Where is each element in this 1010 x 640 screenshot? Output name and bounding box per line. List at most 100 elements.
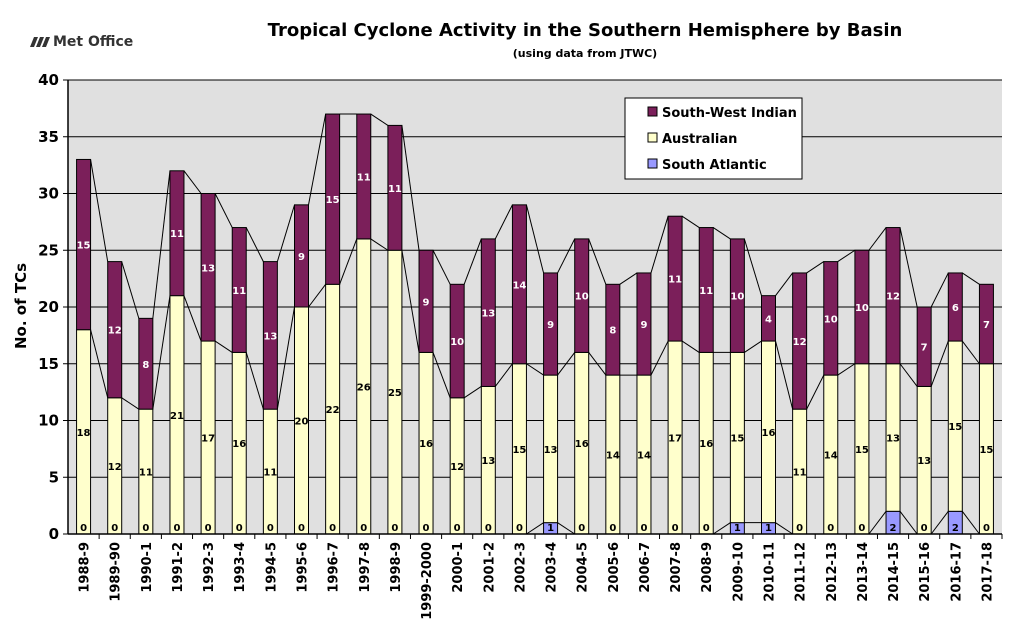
data-label: 0 <box>205 523 212 534</box>
bar-south-west-indian <box>387 124 403 251</box>
data-labels: 0181501212011802111017130161101113020902… <box>77 172 994 534</box>
x-tick-label: 2013-14 <box>856 542 871 602</box>
y-tick-label: 30 <box>38 185 59 203</box>
bar-south-west-indian <box>169 170 185 297</box>
bar-south-west-indian <box>76 158 92 331</box>
data-label: 15 <box>979 445 993 456</box>
connector-line <box>899 510 918 535</box>
x-tick-label: 2001-2 <box>482 542 497 593</box>
bar-south-west-indian <box>823 261 839 376</box>
connector-line <box>930 510 949 535</box>
connector-line <box>930 272 949 308</box>
x-tick-label: 1989-90 <box>109 542 124 602</box>
data-label: 14 <box>606 451 620 462</box>
data-label: 4 <box>765 314 772 325</box>
connector-line <box>775 340 794 410</box>
connector-line <box>743 238 762 296</box>
data-label: 9 <box>547 320 554 331</box>
data-label: 16 <box>232 439 246 450</box>
data-label: 0 <box>858 523 865 534</box>
bar-south-west-indian <box>854 249 870 365</box>
connector-line <box>463 386 482 399</box>
legend: South-West Indian Australian South Atlanti… <box>624 97 803 180</box>
connector-line <box>401 250 420 353</box>
y-tick-label: 25 <box>38 241 59 259</box>
y-axis-label: No. of TCs <box>12 263 30 349</box>
data-label: 10 <box>855 303 869 314</box>
x-tick-label: 2008-9 <box>700 542 715 593</box>
connector-line <box>370 238 389 251</box>
data-label: 12 <box>793 337 807 348</box>
legend-label: Australian <box>662 132 737 147</box>
data-label: 0 <box>391 523 398 534</box>
y-tick-label: 5 <box>49 468 59 486</box>
y-tick-label: 40 <box>38 71 59 89</box>
x-tick-label: 2006-7 <box>638 542 653 593</box>
connector-line <box>588 352 607 376</box>
data-label: 11 <box>170 229 184 240</box>
data-label: 11 <box>357 172 371 183</box>
data-label: 15 <box>730 434 744 445</box>
bar-south-west-indian <box>231 227 247 353</box>
y-tick-label: 35 <box>38 128 59 146</box>
bar-south-west-indian <box>947 272 963 342</box>
data-label: 11 <box>263 468 277 479</box>
bar-south-west-indian <box>543 272 559 376</box>
x-tick-label: 1997-8 <box>358 542 373 593</box>
connector-line <box>930 340 949 387</box>
x-tick-label: 1991-2 <box>171 542 186 593</box>
met-office-logo: Met Office <box>30 34 133 50</box>
connector-line <box>121 397 140 410</box>
bar-south-west-indian <box>885 227 901 365</box>
connector-line <box>775 522 793 535</box>
bar-south-west-indian <box>698 227 714 353</box>
data-label: 17 <box>201 434 215 445</box>
data-label: 0 <box>236 523 243 534</box>
data-label: 7 <box>983 320 990 331</box>
data-label: 14 <box>512 280 526 291</box>
data-label: 8 <box>142 360 149 371</box>
connector-line <box>712 522 731 535</box>
connector-line <box>557 352 576 376</box>
gridlines <box>68 79 1002 478</box>
data-label: 9 <box>423 297 430 308</box>
connector-line <box>961 340 980 365</box>
data-label: 0 <box>298 523 305 534</box>
legend-swatch <box>647 158 658 169</box>
y-axis-ticks: 0 5 10 15 20 25 30 35 40 <box>38 71 68 543</box>
chart-subtitle: (using data from JTWC) <box>513 47 657 60</box>
x-tick-label: 2010-11 <box>763 542 778 602</box>
connector-line <box>183 295 202 342</box>
data-label: 0 <box>983 523 990 534</box>
data-label: 0 <box>142 523 149 534</box>
connector-line <box>432 250 451 285</box>
connector-line <box>868 510 887 535</box>
connector-line <box>961 510 980 535</box>
connector-line <box>90 159 109 262</box>
connector-line <box>588 238 607 285</box>
connector-line <box>339 238 358 285</box>
x-tick-label: 2012-13 <box>825 542 840 602</box>
x-tick-label: 2009-10 <box>731 542 746 602</box>
chart-title: Tropical Cyclone Activity in the Souther… <box>268 20 903 41</box>
x-tick-label: 1995-6 <box>296 542 311 593</box>
legend-label: South Atlantic <box>662 158 767 173</box>
data-label: 15 <box>77 241 91 252</box>
data-label: 11 <box>388 184 402 195</box>
connector-line <box>806 261 825 274</box>
bar-south-west-indian <box>667 215 683 342</box>
data-label: 20 <box>295 417 309 428</box>
connector-line <box>401 125 420 251</box>
data-label: 22 <box>326 405 340 416</box>
bar-south-west-indian <box>107 261 123 399</box>
x-tick-label: 2011-12 <box>794 542 809 602</box>
data-label: 26 <box>357 382 371 393</box>
data-label: 0 <box>578 523 585 534</box>
data-label: 0 <box>796 523 803 534</box>
data-label: 2 <box>952 523 959 534</box>
data-label: 13 <box>481 456 495 467</box>
connector-line <box>370 113 389 126</box>
x-tick-label: 1994-5 <box>264 542 279 593</box>
data-label: 11 <box>793 468 807 479</box>
